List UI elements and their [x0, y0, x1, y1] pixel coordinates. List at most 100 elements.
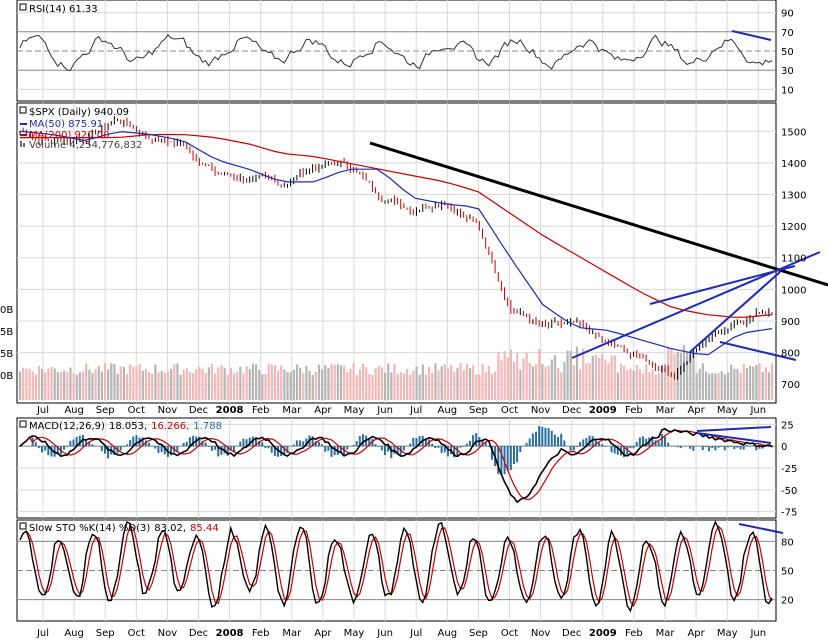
macd-histogram-bar [277, 446, 280, 457]
x-tick-label: Aug [64, 405, 84, 416]
macd-histogram-bar [758, 446, 761, 449]
y-tick-label: 10 [781, 85, 794, 96]
y-tick-label: 50 [781, 567, 794, 578]
macd-histogram-bar [547, 428, 550, 447]
volume-bar [371, 374, 374, 400]
volume-bar [525, 352, 528, 400]
sto-name-label: Slow STO %K(14) %D(3) [29, 523, 150, 534]
volume-bar [601, 353, 604, 400]
volume-bar [387, 363, 390, 400]
x-tick-label: Jun [376, 405, 393, 416]
macd-histogram-bar [704, 446, 707, 448]
volume-bar [623, 365, 626, 400]
macd-histogram-bar [119, 446, 122, 451]
wedge-upper-line [649, 265, 796, 305]
volume-bar [714, 373, 717, 400]
volume-bar [613, 355, 616, 400]
volume-bar [396, 374, 399, 400]
volume-bar [41, 369, 44, 400]
macd-histogram-bar [333, 446, 336, 456]
volume-bar [563, 361, 566, 400]
rsi-panel: RSI(14) 61.33 [16, 0, 777, 102]
macd-histogram-bar [135, 435, 138, 447]
volume-bar [733, 368, 736, 400]
x-tick-label: Aug [438, 628, 458, 639]
macd-histogram-bar [638, 437, 641, 447]
volume-bar [160, 370, 163, 400]
macd-histogram-bar [148, 442, 151, 447]
volume-bar [277, 370, 280, 400]
macd-histogram-bar [321, 444, 324, 447]
volume-bar [283, 369, 286, 400]
volume-bar [538, 348, 541, 400]
x-tick-label: Apr [314, 405, 332, 416]
macd-histogram-bar [437, 446, 440, 448]
macd-histogram-bar [667, 442, 670, 447]
volume-bar [509, 349, 513, 400]
volume-bar [497, 352, 500, 400]
volume-bar [327, 368, 330, 400]
volume-bar [682, 344, 686, 400]
macd-histogram-bar [692, 446, 695, 451]
volume-bar [343, 365, 346, 400]
x-tick-label: 2009 [589, 405, 617, 416]
x-tick-label: Jun [376, 628, 393, 639]
volume-bar [390, 372, 393, 400]
volume-bar [135, 366, 138, 400]
macd-histogram-bar [657, 441, 660, 447]
y-tick-label: 1300 [781, 191, 806, 202]
volume-bar [604, 359, 607, 400]
macd-histogram-bar [459, 446, 462, 448]
volume-bar [214, 373, 217, 400]
volume-bar [465, 363, 468, 400]
macd-histogram-bar [553, 434, 556, 447]
x-tick-label: Sep [469, 628, 488, 639]
x-tick-label: Apr [314, 628, 332, 639]
volume-bar [651, 369, 654, 400]
macd-histogram-bar [327, 446, 330, 451]
volume-bar [176, 363, 179, 400]
macd-histogram-bar [531, 433, 534, 447]
macd-histogram-bar [387, 446, 390, 452]
volume-bar [739, 372, 742, 400]
volume-bar [594, 355, 597, 400]
macd-histogram-bar [487, 446, 490, 448]
macd-histogram-bar [597, 442, 600, 447]
sto-d-value-label: 85.44 [190, 523, 219, 534]
y-tick-label: -75 [781, 508, 797, 519]
macd-histogram-bar [431, 443, 434, 447]
volume-axis-label: 0B [0, 305, 13, 316]
macd-histogram-bar [245, 439, 248, 447]
volume-legend-swatch [20, 141, 22, 147]
volume-bar [56, 372, 59, 400]
volume-bar [585, 363, 588, 400]
macd-histogram-bar [673, 445, 676, 447]
macd-lower-divergence-line [696, 432, 772, 444]
volume-bar [402, 373, 406, 400]
price-legend-label: $SPX (Daily) 940.09 [29, 107, 129, 118]
y-tick-label: 70 [781, 28, 794, 39]
x-tick-label: Feb [625, 628, 643, 639]
macd-histogram-bar [711, 446, 714, 448]
volume-bar [299, 367, 302, 400]
macd-histogram-bar [481, 439, 484, 447]
volume-bar [251, 363, 255, 400]
volume-bar [286, 372, 289, 400]
volume-bar [151, 373, 154, 400]
macd-histogram-bar [569, 446, 572, 451]
volume-bar [346, 372, 349, 400]
volume-bar [317, 364, 321, 400]
macd-histogram-bar [185, 441, 188, 447]
macd-histogram-bar [440, 446, 443, 454]
macd-histogram-bar [497, 446, 500, 475]
macd-histogram-bar [660, 434, 663, 447]
macd-histogram-bar [503, 446, 506, 475]
macd-histogram-bar [192, 435, 195, 447]
volume-bar [352, 363, 355, 400]
macd-histogram-bar [402, 446, 405, 451]
volume-bars [19, 344, 774, 400]
volume-bar [232, 373, 236, 400]
macd-histogram-bar [585, 437, 588, 447]
volume-bar [358, 369, 362, 400]
volume-bar [267, 363, 270, 400]
